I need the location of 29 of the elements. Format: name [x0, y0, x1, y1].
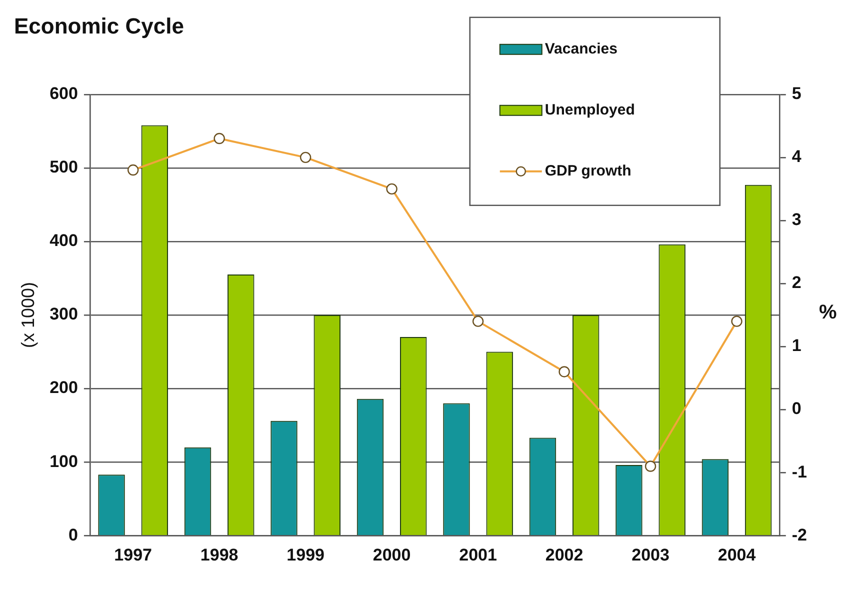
y-tick-label: 300 — [50, 304, 78, 324]
y2-tick-label: -1 — [792, 462, 808, 482]
x-tick-label: 2000 — [372, 545, 411, 564]
x-tick-label: 2004 — [718, 545, 756, 564]
y2-tick-label: 1 — [792, 336, 802, 356]
y-tick-label: 200 — [50, 378, 78, 398]
y2-tick-label: -2 — [792, 525, 808, 544]
y-tick-label: 0 — [68, 525, 78, 544]
x-tick-label: 1999 — [286, 545, 324, 564]
chart-title: Economic Cycle — [14, 13, 184, 38]
legend-label: GDP growth — [544, 162, 632, 180]
y-axis-title: (x 1000) — [18, 282, 38, 348]
y-tick-label: 600 — [50, 84, 78, 104]
x-tick-label: 2003 — [632, 545, 670, 564]
legend-label: Vacancies — [544, 40, 618, 58]
y2-tick-label: 3 — [792, 210, 802, 230]
y2-tick-label: 0 — [792, 399, 802, 418]
y2-tick-label: 2 — [792, 273, 802, 292]
y2-axis-title: % — [819, 302, 837, 324]
x-tick-label: 1998 — [200, 545, 238, 564]
y2-tick-label: 4 — [792, 147, 802, 166]
y-tick-label: 400 — [50, 231, 78, 250]
x-tick-label: 2002 — [545, 545, 584, 564]
y2-tick-label: 5 — [792, 84, 802, 104]
x-tick-label: 2001 — [459, 545, 497, 564]
x-tick-label: 1997 — [114, 545, 152, 564]
y-tick-label: 500 — [50, 158, 78, 177]
legend-label: Unemployed — [544, 102, 635, 119]
y-tick-label: 100 — [50, 452, 78, 471]
